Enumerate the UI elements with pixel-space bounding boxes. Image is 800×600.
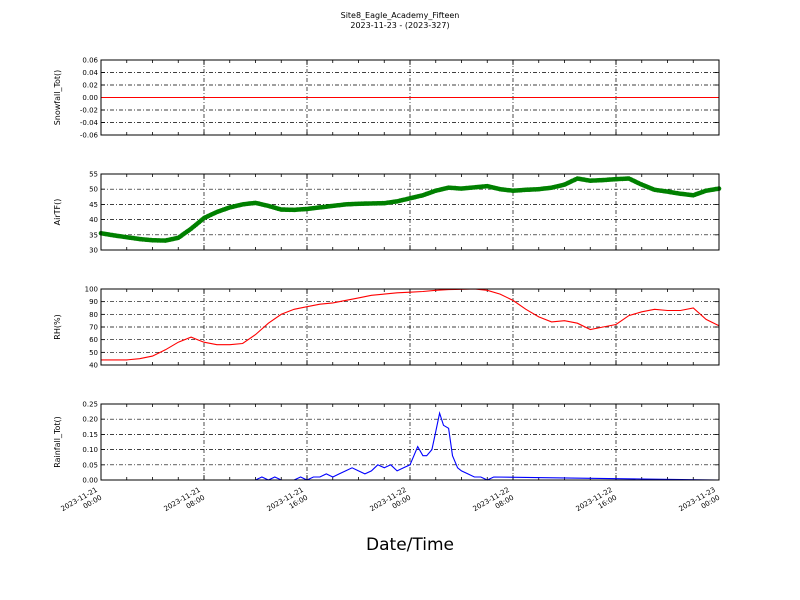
y-axis-label: Rainfall_Tot() [53,416,62,468]
series-line [101,288,720,361]
y-tick-label: 0.05 [82,461,98,469]
y-tick-label: 50 [89,186,98,194]
y-tick-label: 70 [89,324,98,332]
y-tick-label: 45 [89,201,98,209]
panel-3: 0.25 0.20 0.15 0.10 0.05 0.00 Rainfall_Tot() [53,401,720,485]
panel-1: 55 50 45 40 35 30 AirTF() [53,171,722,255]
chart-subtitle: 2023-11-23 - (2023-327) [350,21,449,30]
plot-frame [100,59,720,136]
y-tick-label: 0.04 [82,69,98,77]
y-axis-label: Snowfall_Tot() [53,70,62,126]
y-tick-label: 40 [89,362,98,370]
y-tick-label: 0.25 [82,401,98,409]
y-tick-label: 40 [89,216,98,224]
plot-frame [100,403,720,481]
y-tick-label: 0.00 [82,94,98,102]
y-tick-label: 55 [89,171,98,179]
y-tick-label: 90 [89,298,98,306]
y-axis-label: AirTF() [53,199,62,226]
y-tick-label: 0.15 [82,431,98,439]
plot-frame [100,173,720,251]
y-tick-label: 0.10 [82,446,98,454]
y-tick-label: -0.02 [80,107,98,115]
y-tick-label: 0.06 [82,57,98,65]
y-tick-label: 0.20 [82,416,98,424]
y-tick-label: -0.06 [80,132,99,140]
y-axis-label: RH(%) [53,314,62,339]
panel-0: 0.06 0.04 0.02 0.00 -0.02 -0.04 -0.06 Snowfall_… [53,57,720,140]
plot-frame [100,288,720,366]
y-tick-label: 0.02 [82,82,98,90]
y-tick-label: 35 [89,231,98,239]
y-tick-label: 30 [89,247,98,255]
y-tick-label: 80 [89,311,98,319]
x-axis-label: Date/Time [366,535,454,555]
y-tick-label: 50 [89,349,98,357]
y-tick-label: 100 [85,286,98,294]
y-tick-label: 60 [89,336,98,344]
panel-2: 100 90 80 70 60 50 40 RH(%) [53,286,720,370]
y-tick-label: 0.00 [82,477,98,485]
y-tick-label: -0.04 [80,119,99,127]
chart-title: Site8_Eagle_Academy_Fifteen [341,11,460,20]
